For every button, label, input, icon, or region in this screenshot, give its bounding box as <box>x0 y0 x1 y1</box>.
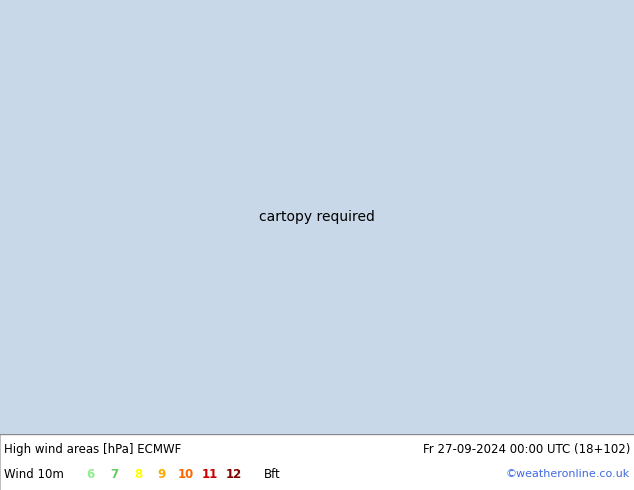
Text: 10: 10 <box>178 468 194 481</box>
Text: 7: 7 <box>110 468 118 481</box>
Text: Bft: Bft <box>264 468 281 481</box>
FancyBboxPatch shape <box>0 434 634 490</box>
Text: Fr 27-09-2024 00:00 UTC (18+102): Fr 27-09-2024 00:00 UTC (18+102) <box>423 443 630 456</box>
Text: 9: 9 <box>158 468 166 481</box>
Text: High wind areas [hPa] ECMWF: High wind areas [hPa] ECMWF <box>4 443 181 456</box>
Text: 8: 8 <box>134 468 142 481</box>
Text: 11: 11 <box>202 468 218 481</box>
Text: 12: 12 <box>226 468 242 481</box>
Text: cartopy required: cartopy required <box>259 210 375 224</box>
Text: ©weatheronline.co.uk: ©weatheronline.co.uk <box>506 469 630 479</box>
Text: Wind 10m: Wind 10m <box>4 468 64 481</box>
Text: 6: 6 <box>86 468 94 481</box>
